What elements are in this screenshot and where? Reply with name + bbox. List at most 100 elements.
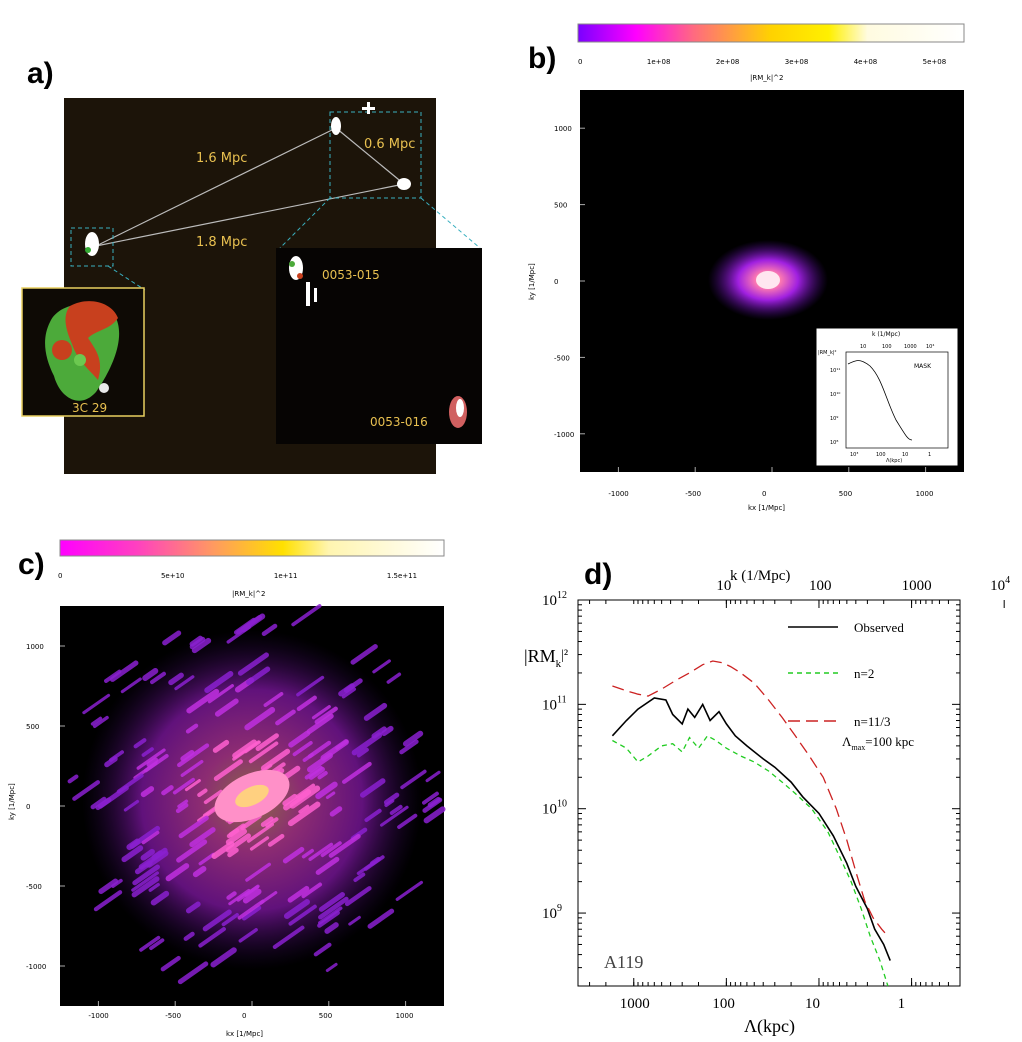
source-label-3c29: 3C 29 [72, 401, 107, 415]
spectrum-streak [317, 910, 340, 928]
spectrum-streak [237, 899, 265, 920]
legend-label-3: n=11/3 [854, 714, 890, 729]
spectrum-streak [150, 671, 166, 685]
y-tick-label: 109 [542, 903, 562, 922]
legend-label-2: n=2 [854, 666, 874, 681]
spectrum-streak [260, 748, 291, 771]
chart-top-label: k (1/Mpc) [730, 568, 790, 584]
source-blob-small-1 [85, 232, 99, 256]
y-tick-label: 1010 [542, 799, 567, 818]
panel-b-ylabel: ky [1/Mpc] [528, 263, 536, 300]
inset-top-tick: 10⁴ [926, 344, 934, 350]
colorbar-b-tick: 0 [578, 58, 582, 66]
x-tick-label: -500 [685, 490, 701, 498]
spectrum-streak [192, 865, 207, 878]
spectrum-streak [318, 892, 345, 912]
chart-ylabel: |RMk|² [524, 646, 568, 670]
spectrum-streak [263, 692, 284, 707]
inset-y-tick: 10⁸ [830, 440, 838, 446]
spectrum-streak [198, 927, 226, 948]
spectrum-streak [177, 961, 209, 985]
spectrum-streak [203, 789, 223, 805]
spectrum-chart: k (1/Mpc) Λ(kpc) |RMk|² A119 1000 100 10 11… [524, 568, 1010, 1037]
panel-a-label: a) [27, 57, 54, 90]
x-tick-label: 100 [712, 996, 735, 1012]
y-tick-label: 1012 [542, 590, 567, 609]
x-tick-label: 0 [242, 1012, 246, 1020]
inset-bottom-tick: 10 [902, 452, 908, 458]
spectrum-streak [292, 741, 313, 757]
spectrum-streak [287, 885, 310, 903]
x-tick-label: -500 [165, 1012, 181, 1020]
inset-y-tick: 10¹¹ [830, 368, 840, 374]
spectrum-streak [318, 896, 349, 920]
y-tick-label: 0 [26, 803, 30, 811]
spectrum-streak [379, 805, 409, 827]
spectrum-streak [328, 834, 361, 858]
top-tick-label: 1000 [902, 578, 932, 594]
spectrum-streak [343, 678, 363, 693]
svg-text:|RMk|²: |RMk|² [524, 646, 568, 670]
inset-y-tick: 10⁹ [830, 416, 838, 422]
inset-y-tick: 10¹⁰ [830, 392, 840, 398]
spectrum-streak [301, 882, 323, 899]
spectrum-streak [162, 630, 182, 646]
spectrum-streak [422, 791, 439, 805]
distance-label-2: 0.6 Mpc [364, 137, 415, 152]
spectrum-streak [136, 748, 166, 770]
spectrum-streak [90, 796, 107, 810]
spectrum-streak [325, 962, 338, 973]
spectrum-streak [177, 799, 189, 809]
colorbar-b-tick: 4e+08 [854, 58, 878, 66]
spectrum-streak [395, 880, 424, 901]
spectrum-streak [282, 793, 298, 807]
inset-bottom-tick: 1 [928, 452, 931, 458]
x-tick-label: 500 [839, 490, 852, 498]
spectrum-streak [213, 759, 243, 781]
colorbar-c-tick: 0 [58, 572, 62, 580]
colorbar-c-title: |RM_k|^2 [232, 590, 266, 598]
spectrum-streak [315, 781, 338, 800]
spectrum-streak [246, 822, 274, 843]
power-spectrum-b-blob [708, 240, 828, 320]
spectrum-streak [244, 707, 276, 731]
spectrum-streak [363, 702, 388, 721]
spectrum-streak [149, 938, 165, 951]
y-tick-label: 1000 [26, 643, 44, 651]
spectrum-streak [185, 901, 201, 914]
panel-b-plot: 0 1e+08 2e+08 3e+08 4e+08 5e+08 |RM_k|^2 -100… [528, 23, 965, 512]
spectrum-streak [177, 743, 210, 768]
spectrum-streak [249, 836, 270, 851]
spectrum-streak [288, 904, 317, 926]
spectrum-streak [148, 882, 160, 892]
spectrum-streak [237, 652, 269, 676]
spectrum-streak [191, 637, 212, 654]
series-line-2 [612, 734, 889, 987]
y-tick-label: -1000 [26, 963, 46, 971]
panel-c-ylabel: ky [1/Mpc] [8, 783, 16, 820]
spectrum-streak [189, 635, 203, 647]
spectrum-streak [109, 750, 124, 762]
spectrum-streak [255, 733, 279, 752]
spectrum-streak [306, 752, 333, 773]
panel-c-label: c) [18, 548, 45, 581]
spectrum-streak [236, 884, 260, 902]
spectrum-streak [238, 928, 258, 943]
colorbar-b-tick: 3e+08 [785, 58, 809, 66]
chart-xlabel: Λ(kpc) [744, 1016, 795, 1037]
spectrum-streak [315, 856, 340, 875]
colorbar-b-ticks: 0 1e+08 2e+08 3e+08 4e+08 5e+08 [578, 58, 946, 66]
y-tick-label: 0 [554, 278, 558, 286]
spectrum-streak [150, 890, 170, 906]
spectrum-streak [204, 670, 234, 694]
spectrum-streak [174, 675, 195, 691]
spectrum-streak [178, 815, 209, 839]
spectrum-streak [372, 659, 391, 674]
spectrum-streak [232, 739, 258, 759]
spectrum-streak [212, 739, 230, 753]
inset-bottom-tick: 100 [876, 452, 886, 458]
spectrum-streak [261, 623, 278, 637]
spectrum-streak [139, 935, 161, 952]
spectrum-streak [93, 890, 123, 912]
spectrum-streak [183, 931, 195, 941]
